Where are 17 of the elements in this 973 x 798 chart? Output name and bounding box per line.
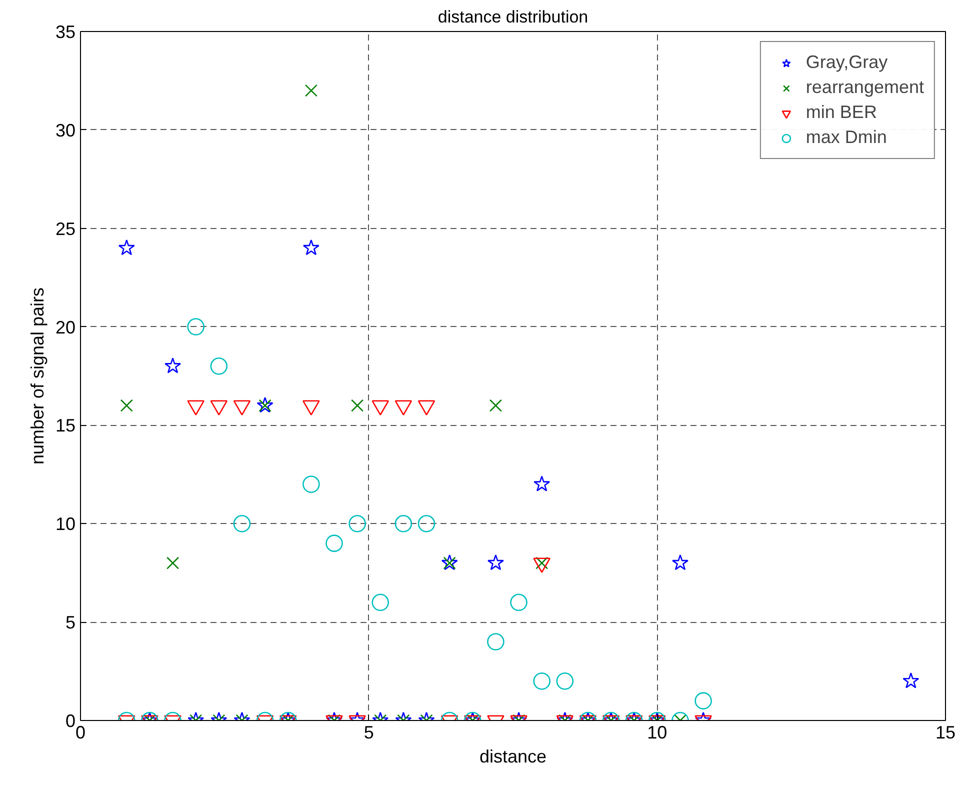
y-tick-label: 35 bbox=[55, 22, 76, 42]
y-tick-label: 15 bbox=[55, 416, 76, 436]
y-axis-title: number of signal pairs bbox=[27, 287, 48, 465]
x-tick-label: 5 bbox=[364, 722, 374, 742]
y-tick-label: 10 bbox=[55, 514, 76, 534]
x-tick-label: 15 bbox=[935, 722, 956, 742]
y-tick-label: 20 bbox=[55, 317, 76, 338]
legend-label: rearrangement bbox=[806, 77, 924, 98]
y-tick-label: 5 bbox=[65, 612, 76, 633]
y-tick-label: 30 bbox=[55, 120, 76, 140]
x-axis-title: distance bbox=[479, 746, 547, 766]
chart-title: distance distribution bbox=[438, 8, 588, 26]
legend-label: max Dmin bbox=[806, 127, 887, 148]
y-tick-label: 25 bbox=[55, 218, 76, 239]
legend-label: min BER bbox=[806, 102, 877, 123]
x-tick-label: 10 bbox=[647, 722, 668, 742]
legend-label: Gray,Gray bbox=[806, 52, 888, 73]
